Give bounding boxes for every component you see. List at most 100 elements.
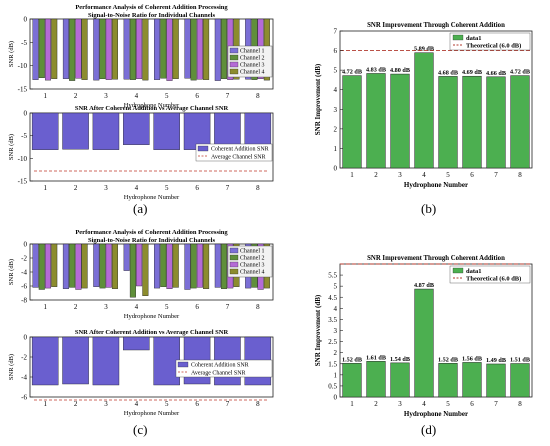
bar-c_bottom-coherent — [62, 336, 89, 385]
title-a_bottom: SNR After Coherent Addition vs Average C… — [75, 105, 229, 112]
ytick-label-b: 1 — [334, 145, 338, 153]
ytick-label-c_bottom: -2 — [21, 354, 27, 362]
bar-c_top-channel-2 — [69, 243, 76, 288]
bar-a_bottom-coherent — [92, 112, 120, 150]
xtick-label-c_bottom: 1 — [43, 400, 47, 408]
xtick-label-c_top: 8 — [256, 303, 260, 311]
bar-a_top-channel-2 — [190, 18, 197, 81]
bar-b — [342, 75, 362, 169]
data-label-b: 4.68 dB — [438, 69, 458, 76]
ylabel-b: SNR Improvement (dB) — [314, 63, 322, 135]
ytick-label-c_top: -8 — [21, 297, 27, 305]
data-label-d: 1.52 dB — [438, 356, 458, 363]
bar-c_top-channel-1 — [123, 243, 130, 271]
xtick-label-c_bottom: 7 — [226, 400, 230, 408]
ytick-label-a_top: -5 — [21, 39, 27, 47]
bar-a_top-channel-1 — [214, 18, 221, 81]
bar-c_top-channel-2 — [190, 243, 197, 289]
bar-c_top-channel-1 — [184, 243, 191, 290]
xlabel-c_top: Hydrophone Number — [124, 313, 180, 320]
bar-d — [462, 362, 482, 398]
bar-b — [510, 75, 530, 169]
legend-swatch-b — [452, 34, 464, 41]
legend-entry-b: data1 — [466, 35, 482, 42]
legend-swatch-c_top — [229, 261, 239, 268]
bar-a_top-channel-2 — [69, 18, 76, 81]
legend-entry-c_top: Channel 4 — [240, 270, 265, 276]
suptitle-a_top: Performance Analysis of Coherent Additio… — [75, 4, 228, 11]
ytick-label-c_top: -2 — [21, 255, 27, 263]
bar-a_top-channel-2 — [99, 18, 106, 79]
ytick-label-c_top: 0 — [24, 241, 28, 249]
data-label-b: 4.66 dB — [486, 70, 506, 77]
bar-d — [510, 363, 530, 398]
legend-swatch-a_top — [229, 54, 239, 61]
bar-a_top-channel-4 — [172, 18, 179, 79]
bar-c_top-channel-1 — [93, 243, 100, 287]
bar-c_top-channel-4 — [81, 243, 88, 289]
xtick-label-b: 2 — [374, 171, 378, 179]
legend-entry-a_top: Channel 2 — [240, 56, 265, 62]
ytick-label-d: 4.5 — [328, 294, 337, 302]
bar-a_bottom-coherent — [244, 112, 272, 150]
ytick-label-b: 5 — [334, 67, 338, 75]
legend-b — [449, 32, 531, 51]
bar-a_top-channel-4 — [142, 18, 149, 81]
legend-entry-c_top: Channel 3 — [240, 263, 265, 269]
suptitle-c_top: Performance Analysis of Coherent Additio… — [75, 229, 228, 236]
bar-a_top-channel-2 — [38, 18, 45, 78]
bar-a_top-channel-3 — [196, 18, 203, 80]
ylabel-c_bottom: SNR (dB) — [8, 354, 15, 380]
legend-swatch-a_bottom — [197, 145, 209, 152]
xtick-label-b: 4 — [422, 171, 426, 179]
bar-d — [438, 363, 458, 398]
xlabel-d: Hydrophone Number — [404, 410, 468, 418]
bar-a_bottom-coherent — [123, 112, 150, 145]
bar-a_bottom-coherent — [183, 112, 211, 150]
legend-entry-a_top: Channel 4 — [240, 70, 265, 76]
legend-entry-c_bottom: Average Channel SNR — [191, 371, 246, 377]
legend-entry-d: data1 — [466, 268, 482, 275]
xtick-label-b: 6 — [470, 171, 474, 179]
xtick-label-a_bottom: 6 — [195, 184, 199, 192]
xtick-label-c_bottom: 4 — [135, 400, 139, 408]
bar-a_top-channel-4 — [51, 18, 58, 79]
legend-c_bottom — [175, 359, 273, 378]
ytick-label-d: 0.5 — [328, 382, 337, 390]
bar-a_top-channel-3 — [105, 18, 112, 80]
xtick-label-a_bottom: 2 — [74, 184, 78, 192]
ytick-label-a_top: -15 — [18, 86, 28, 94]
bar-c_top-channel-2 — [129, 243, 136, 298]
bar-b — [414, 52, 434, 169]
bar-c_top-channel-2 — [221, 243, 228, 289]
legend-swatch-a_top — [229, 61, 239, 68]
legend-entry-c_top: Channel 1 — [240, 249, 265, 255]
bar-b — [390, 73, 410, 169]
xtick-label-b: 3 — [398, 171, 402, 179]
bar-c_top-channel-4 — [142, 243, 149, 296]
legend-a_bottom — [195, 143, 273, 162]
ytick-label-b: 4 — [334, 86, 338, 94]
title-b: SNR Improvement Through Coherent Additio… — [367, 22, 505, 29]
bar-a_top-channel-1 — [184, 18, 191, 79]
xtick-label-a_top: 2 — [74, 92, 78, 100]
bar-c_top-channel-3 — [136, 243, 143, 287]
legend-swatch-c_top — [229, 268, 239, 275]
bar-a_top-channel-1 — [123, 18, 130, 80]
bar-a_top-channel-3 — [166, 18, 173, 81]
data-label-d: 1.56 dB — [462, 355, 482, 362]
legend-swatch-c_top — [229, 254, 239, 261]
xtick-label-b: 8 — [518, 171, 522, 179]
xtick-label-c_top: 7 — [226, 303, 230, 311]
ytick-label-d: 0 — [334, 394, 338, 402]
bar-c_top-channel-2 — [160, 243, 167, 287]
bar-a_bottom-coherent — [31, 112, 59, 150]
xtick-label-a_bottom: 5 — [165, 184, 169, 192]
bar-a_top-channel-4 — [111, 18, 118, 80]
xtick-label-a_top: 8 — [256, 92, 260, 100]
xtick-label-d: 5 — [446, 400, 450, 408]
xtick-label-a_top: 1 — [43, 92, 47, 100]
panel-label-c: (c) — [133, 422, 148, 437]
xtick-label-c_bottom: 8 — [256, 400, 260, 408]
xtick-label-d: 3 — [398, 400, 402, 408]
